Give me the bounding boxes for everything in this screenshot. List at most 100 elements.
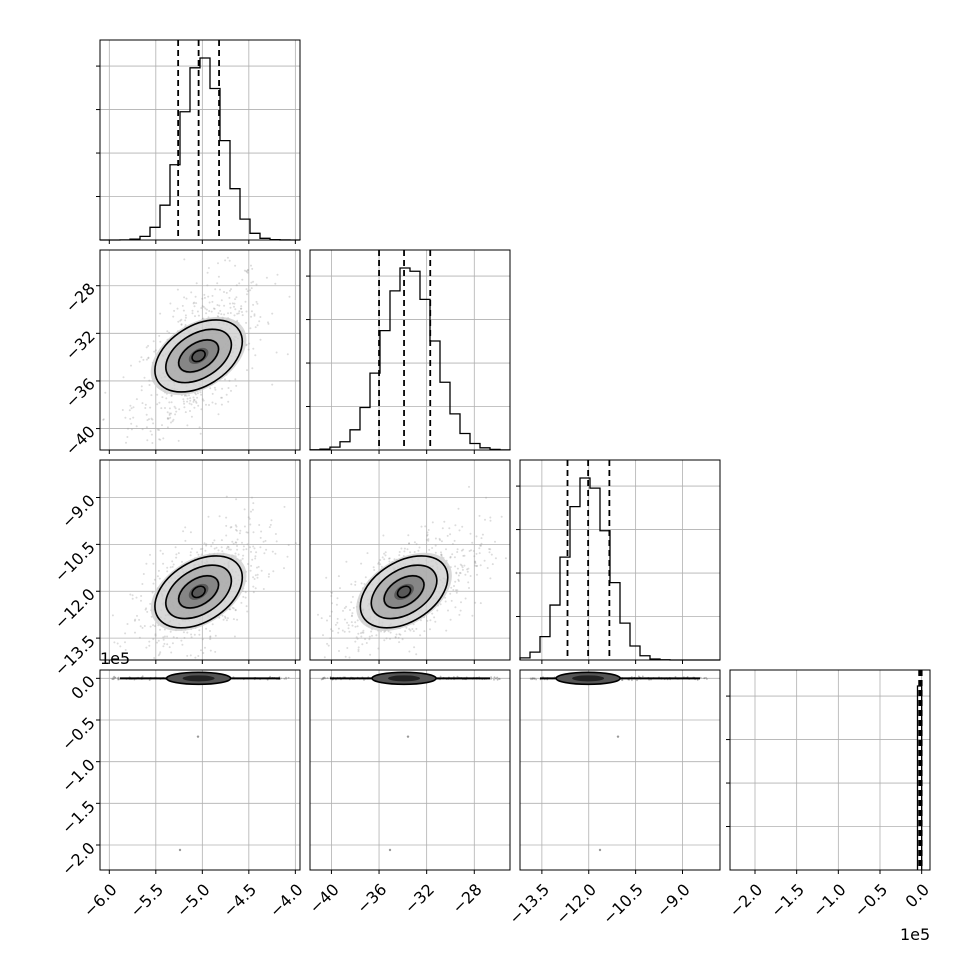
scatter-point <box>449 592 452 595</box>
contour-2-0-3 <box>191 585 206 599</box>
scatter-point <box>147 344 150 347</box>
scatter-point <box>245 288 248 291</box>
y-tick-label-3-2: −10.5 <box>51 538 99 586</box>
scatter-point <box>124 632 127 635</box>
scatter-point <box>475 565 478 568</box>
scatter-point <box>490 553 493 556</box>
scatter-point <box>156 403 159 406</box>
scatter-point <box>434 620 437 623</box>
scatter-point <box>223 291 225 293</box>
scatter-point <box>419 619 422 622</box>
scatter-point <box>249 569 252 572</box>
scatter-point <box>362 631 365 634</box>
scatter-point <box>320 617 323 620</box>
x-tick-label-4-0: −2.0 <box>725 880 766 921</box>
scatter-point <box>373 569 376 571</box>
scatter-point <box>131 597 134 600</box>
scatter-point <box>129 593 132 596</box>
scatter-point <box>138 636 141 639</box>
scatter-point <box>489 519 492 522</box>
scatter-point <box>337 627 340 630</box>
scatter-point <box>113 675 116 678</box>
scatter-point <box>150 394 153 397</box>
scatter-point <box>357 650 360 653</box>
scatter-point <box>197 553 200 556</box>
scatter-point <box>116 642 119 645</box>
scatter-point <box>425 538 428 541</box>
scatter-point <box>135 398 138 401</box>
scatter-point <box>256 573 259 576</box>
scatter-point <box>294 542 297 545</box>
scatter-point <box>246 369 248 372</box>
scatter-point <box>129 417 132 420</box>
scatter-point <box>474 560 477 563</box>
scatter-point <box>431 547 434 549</box>
contour-1-0-2 <box>177 339 220 373</box>
scatter-point <box>113 641 116 644</box>
scatter-point <box>140 385 143 388</box>
scatter-point <box>337 631 340 634</box>
scatter-point <box>216 304 219 306</box>
scatter-point <box>194 400 197 403</box>
scatter-point <box>263 552 266 555</box>
scatter-point <box>198 426 201 429</box>
scatter-point <box>233 635 236 638</box>
scatter-point <box>190 547 193 550</box>
scatter-point <box>241 311 243 313</box>
scatter-point <box>346 621 349 624</box>
outlier-point <box>406 735 410 738</box>
scatter-point <box>383 552 386 555</box>
scatter-point <box>180 323 183 326</box>
scatter-point <box>217 312 220 315</box>
scatter-point <box>208 404 210 406</box>
scatter-point <box>241 541 243 544</box>
scatter-point <box>379 563 382 566</box>
scatter-point <box>265 548 268 551</box>
scatter-point <box>344 655 347 658</box>
scatter-point <box>172 636 175 639</box>
scatter-point <box>184 319 187 322</box>
scatter-point <box>287 544 290 546</box>
scatter-point <box>235 525 238 528</box>
scatter-point <box>193 633 196 636</box>
scatter-point <box>415 627 418 630</box>
scatter-point <box>254 557 257 560</box>
scatter-point <box>145 426 148 429</box>
scatter-point <box>249 546 251 549</box>
scatter-point <box>377 561 380 564</box>
scatter-point <box>146 439 149 442</box>
scatter-point <box>201 398 204 401</box>
scatter-point <box>439 675 442 678</box>
scatter-point <box>218 304 221 307</box>
scatter-point <box>167 417 170 420</box>
scatter-point <box>350 601 353 604</box>
scatter-point <box>141 626 144 629</box>
scatter-point <box>399 633 402 636</box>
scatter-point <box>496 676 499 679</box>
scatter-point <box>211 401 214 404</box>
scatter-point <box>227 387 230 389</box>
scatter-point <box>433 616 436 619</box>
scatter-point <box>398 641 401 644</box>
scatter-point <box>413 541 416 544</box>
scatter-point <box>225 524 228 527</box>
scatter-point <box>494 540 496 543</box>
scatter-point <box>228 548 230 551</box>
scatter-point <box>226 545 229 548</box>
scatter-point <box>429 628 431 631</box>
outlier-point <box>178 848 182 852</box>
scatter-point <box>158 577 161 580</box>
scatter-point <box>183 402 186 405</box>
scatter-point <box>240 305 243 308</box>
scatter-point <box>125 441 127 444</box>
scatter-point <box>455 571 458 574</box>
scatter-point <box>209 635 212 638</box>
scatter-point <box>188 394 190 397</box>
scatter-point <box>233 305 235 308</box>
scatter-point <box>360 582 363 585</box>
scatter-point <box>158 438 161 441</box>
scatter-point <box>159 340 162 343</box>
scatter-point <box>166 570 169 573</box>
scatter-point <box>223 313 226 316</box>
